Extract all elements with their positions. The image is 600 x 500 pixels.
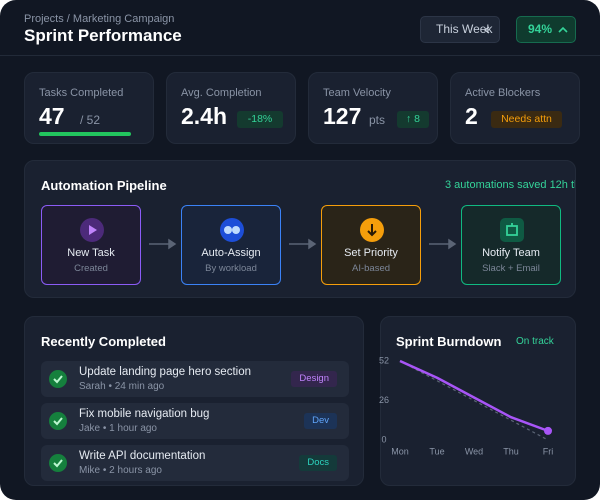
stat-value: 2.4h bbox=[181, 103, 228, 129]
score-badge[interactable]: 94% bbox=[516, 16, 576, 43]
stat-badge: -18% bbox=[237, 111, 283, 128]
stat-value: 47 bbox=[39, 103, 65, 129]
node-sub: By workload bbox=[205, 263, 257, 274]
actual-line bbox=[399, 359, 549, 433]
task-row[interactable]: Fix mobile navigation bug Jake • 1 hour … bbox=[41, 403, 349, 439]
stat-label: Team Velocity bbox=[323, 87, 391, 99]
stat-card: Team Velocity 127 pts ↑ 8 bbox=[308, 72, 438, 144]
end-point bbox=[544, 426, 552, 435]
node-label: Notify Team bbox=[482, 247, 540, 259]
chart-title: Sprint Burndown bbox=[396, 334, 502, 349]
check-icon bbox=[49, 370, 67, 388]
divider bbox=[0, 55, 600, 56]
x-tick-label: Wed bbox=[465, 446, 483, 456]
stat-card: Active Blockers 2 Needs attn bbox=[450, 72, 580, 144]
stat-label: Avg. Completion bbox=[181, 87, 262, 99]
x-tick-label: Tue bbox=[429, 446, 444, 456]
stat-card: Tasks Completed 47 / 52 bbox=[24, 72, 154, 144]
stat-suffix: pts bbox=[369, 113, 386, 127]
node-sub: Slack + Email bbox=[482, 263, 540, 274]
pipeline-node[interactable]: Set Priority AI-based bbox=[321, 205, 421, 285]
pipeline-title: Automation Pipeline bbox=[41, 178, 167, 193]
x-tick-label: Thu bbox=[503, 446, 519, 456]
x-tick-label: Mon bbox=[391, 446, 409, 456]
task-title: Update landing page hero section bbox=[79, 366, 251, 378]
task-row[interactable]: Update landing page hero section Sarah •… bbox=[41, 361, 349, 397]
stat-label: Tasks Completed bbox=[39, 87, 124, 99]
node-icon bbox=[80, 218, 104, 242]
node-icon bbox=[360, 218, 384, 242]
task-title: Fix mobile navigation bug bbox=[79, 408, 210, 420]
pipeline-node[interactable]: Notify Team Slack + Email bbox=[461, 205, 561, 285]
stat-value: 2 bbox=[465, 103, 478, 129]
task-tag: Docs bbox=[299, 455, 337, 471]
y-tick-label: 52 bbox=[379, 355, 389, 365]
node-sub: Created bbox=[74, 263, 108, 274]
y-tick-label: 0 bbox=[381, 434, 386, 444]
stat-badge: ↑ 8 bbox=[397, 111, 429, 128]
pipeline-note: 3 automations saved 12h this week bbox=[445, 179, 575, 191]
stat-suffix: / 52 bbox=[80, 113, 101, 127]
check-icon bbox=[49, 454, 67, 472]
breadcrumb[interactable]: Projects / Marketing Campaign bbox=[24, 13, 175, 25]
recent-title: Recently Completed bbox=[41, 334, 166, 349]
period-label: This Week bbox=[436, 22, 493, 36]
ideal-line bbox=[399, 360, 549, 441]
up-icon bbox=[558, 26, 568, 33]
progress-bar bbox=[39, 132, 131, 136]
stat-label: Active Blockers bbox=[465, 87, 541, 99]
task-tag: Design bbox=[291, 371, 337, 387]
node-label: Set Priority bbox=[344, 247, 398, 259]
node-icon bbox=[220, 218, 244, 242]
node-sub: AI-based bbox=[351, 263, 391, 274]
chevron-icon bbox=[483, 26, 490, 34]
recent-card: Recently Completed Update landing page h… bbox=[24, 316, 364, 486]
task-tag: Dev bbox=[304, 413, 337, 429]
pipeline-node[interactable]: Auto-Assign By workload bbox=[181, 205, 281, 285]
page-title: Sprint Performance bbox=[24, 26, 182, 45]
task-title: Write API documentation bbox=[79, 450, 206, 462]
task-meta: Sarah • 24 min ago bbox=[79, 381, 165, 392]
task-row[interactable]: Write API documentation Mike • 2 hours a… bbox=[41, 445, 349, 481]
stat-badge: Needs attn bbox=[491, 111, 562, 128]
y-tick-label: 26 bbox=[379, 395, 389, 405]
pipeline-card: Automation Pipeline 3 automations saved … bbox=[24, 160, 576, 298]
pipeline-arrows bbox=[149, 238, 457, 250]
node-icon bbox=[500, 218, 524, 242]
period-select[interactable]: This Week bbox=[420, 16, 500, 43]
chart-annotation: On track bbox=[516, 336, 554, 347]
x-tick-label: Fri bbox=[543, 446, 554, 456]
task-meta: Jake • 1 hour ago bbox=[79, 423, 157, 434]
pipeline-node[interactable]: New Task Created bbox=[41, 205, 141, 285]
task-meta: Mike • 2 hours ago bbox=[79, 465, 162, 476]
node-label: Auto-Assign bbox=[201, 247, 261, 259]
check-icon bbox=[49, 412, 67, 430]
score-value: 94% bbox=[528, 22, 553, 36]
node-label: New Task bbox=[67, 247, 115, 259]
stat-value: 127 bbox=[323, 103, 362, 129]
stat-card: Avg. Completion 2.4h -18% bbox=[166, 72, 296, 144]
